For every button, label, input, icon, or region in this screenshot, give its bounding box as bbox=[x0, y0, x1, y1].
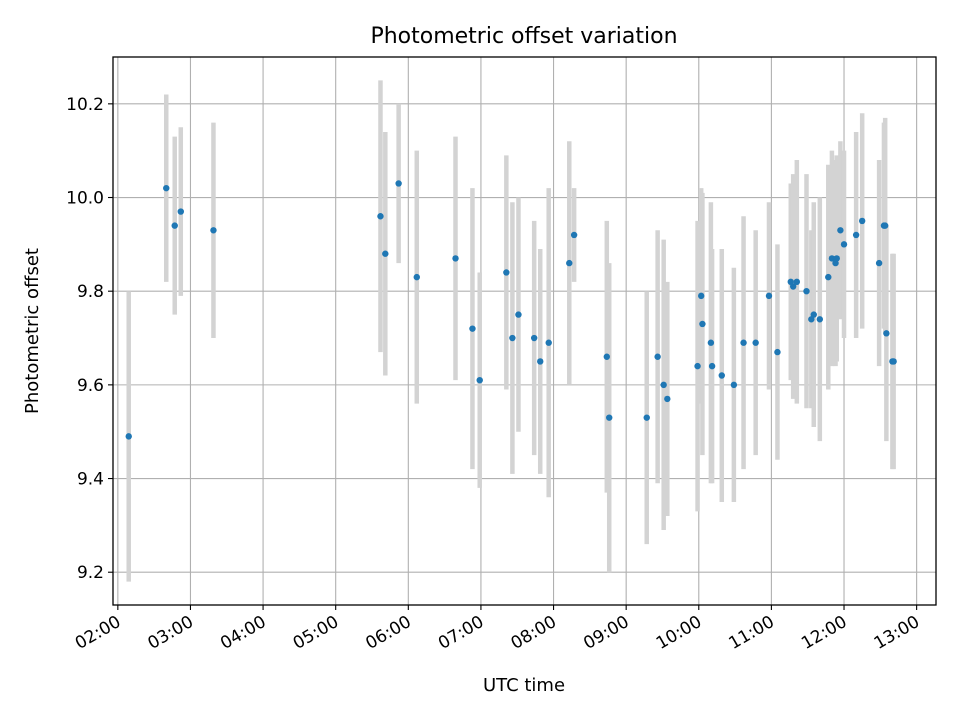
data-point bbox=[793, 278, 801, 286]
data-point bbox=[163, 184, 170, 192]
data-point bbox=[177, 208, 184, 215]
data-point bbox=[566, 259, 573, 267]
error-bars bbox=[126, 80, 896, 582]
data-point bbox=[570, 231, 578, 239]
data-point bbox=[765, 292, 773, 300]
data-point bbox=[890, 358, 897, 365]
data-point bbox=[708, 362, 716, 370]
data-point bbox=[382, 250, 389, 257]
data-points bbox=[125, 180, 897, 440]
grid-lines bbox=[113, 57, 936, 605]
data-point bbox=[752, 339, 759, 346]
x-tick-label: 11:00 bbox=[725, 612, 777, 654]
data-point bbox=[740, 339, 747, 346]
plot-frame bbox=[112, 56, 937, 606]
data-point bbox=[537, 358, 544, 365]
x-axis-label: UTC time bbox=[483, 675, 565, 696]
x-tick-label: 10:00 bbox=[653, 612, 705, 654]
data-point bbox=[803, 287, 810, 295]
data-point bbox=[852, 231, 860, 239]
y-axis-label: Photometric offset bbox=[22, 248, 43, 414]
data-point bbox=[125, 433, 132, 440]
data-point bbox=[603, 353, 610, 360]
x-tick-label: 09:00 bbox=[580, 612, 632, 654]
data-point bbox=[171, 222, 178, 229]
x-tick-label: 05:00 bbox=[290, 612, 342, 654]
data-point bbox=[707, 339, 715, 346]
data-point bbox=[606, 414, 613, 421]
data-point bbox=[810, 311, 817, 318]
data-point bbox=[545, 339, 552, 346]
data-point bbox=[210, 227, 217, 234]
data-point bbox=[395, 180, 402, 187]
data-point bbox=[789, 283, 797, 290]
data-point bbox=[718, 372, 725, 379]
data-point bbox=[774, 348, 781, 356]
data-point bbox=[833, 255, 840, 262]
data-point bbox=[664, 395, 671, 403]
y-tick-label: 9.4 bbox=[77, 470, 104, 490]
chart-title: Photometric offset variation bbox=[370, 24, 677, 49]
data-point bbox=[730, 381, 738, 389]
x-tick-label: 03:00 bbox=[145, 612, 197, 654]
data-point bbox=[840, 241, 848, 248]
x-tick-label: 07:00 bbox=[435, 612, 487, 654]
data-point bbox=[825, 273, 832, 281]
data-point bbox=[377, 213, 384, 220]
data-point bbox=[530, 334, 538, 342]
data-point bbox=[643, 414, 650, 421]
data-point bbox=[413, 273, 420, 281]
x-tick-label: 13:00 bbox=[871, 612, 923, 654]
y-tick-label: 9.2 bbox=[77, 563, 104, 583]
y-tick-label: 10.0 bbox=[66, 189, 104, 209]
x-tick-label: 04:00 bbox=[217, 612, 269, 654]
data-point bbox=[883, 330, 890, 337]
data-point bbox=[469, 325, 476, 332]
y-tick-label: 9.8 bbox=[77, 282, 104, 302]
y-tick-label: 9.6 bbox=[77, 376, 104, 396]
data-point bbox=[828, 255, 836, 262]
data-point bbox=[837, 227, 844, 234]
y-tick-label: 10.2 bbox=[66, 95, 104, 115]
x-axis-ticks: 02:00 03:00 04:00 05:00 06:00 07:00 08:00 09:00… bbox=[72, 605, 923, 654]
x-tick-label: 08:00 bbox=[508, 612, 560, 654]
data-point bbox=[875, 259, 883, 267]
data-point bbox=[858, 217, 866, 225]
x-tick-label: 06:00 bbox=[362, 612, 414, 654]
x-tick-label: 02:00 bbox=[72, 612, 124, 654]
y-axis-ticks: 9.2 9.4 9.6 9.8 10.0 10.2 bbox=[66, 95, 113, 583]
x-tick-label: 12:00 bbox=[798, 612, 850, 654]
data-point bbox=[694, 362, 701, 370]
data-point bbox=[698, 292, 705, 300]
data-point bbox=[509, 334, 516, 342]
data-point bbox=[881, 222, 889, 229]
data-point bbox=[476, 376, 483, 384]
data-point bbox=[452, 255, 459, 262]
data-point bbox=[816, 316, 824, 323]
data-point bbox=[503, 269, 510, 276]
data-point bbox=[660, 381, 667, 389]
data-point bbox=[699, 320, 706, 328]
data-point bbox=[515, 311, 522, 318]
data-point bbox=[654, 353, 661, 360]
